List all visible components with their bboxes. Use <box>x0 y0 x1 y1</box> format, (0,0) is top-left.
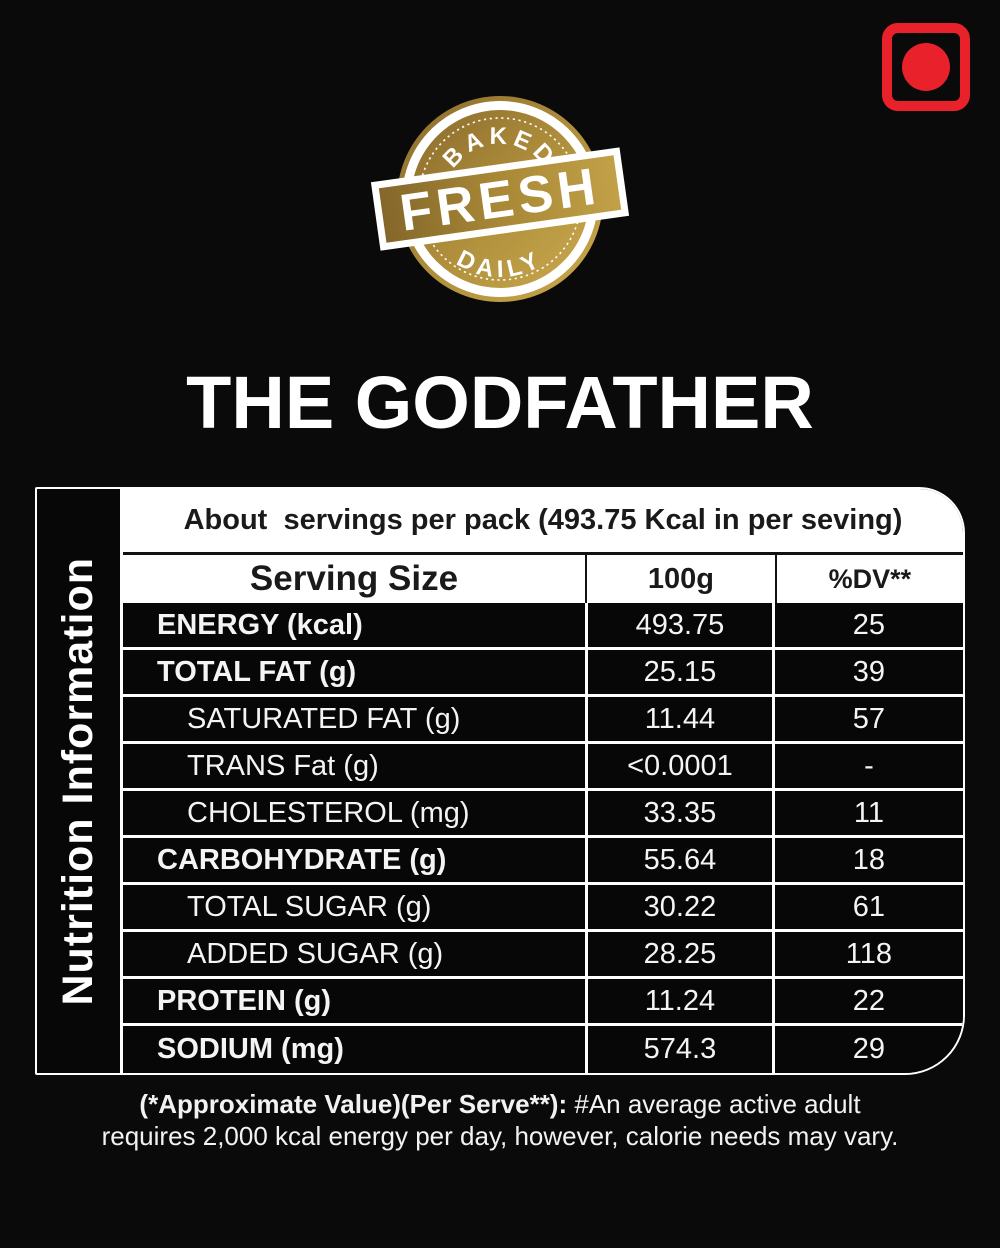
column-header-dv: %DV** <box>774 555 963 603</box>
row-value-100g: 574.3 <box>585 1026 775 1073</box>
fresh-badge: BAKED DAILY FRESH <box>370 96 630 302</box>
footnote-line2: requires 2,000 kcal energy per day, howe… <box>101 1121 899 1151</box>
row-label: TOTAL FAT (g) <box>157 655 357 688</box>
column-header-serving-size: Serving Size <box>249 559 459 598</box>
non-veg-dot <box>902 43 950 91</box>
footnote-line1: (*Approximate Value)(Per Serve**): #An a… <box>0 1088 1000 1120</box>
row-value-100g: 11.44 <box>585 697 775 741</box>
row-label: TOTAL SUGAR (g) <box>187 890 432 923</box>
servings-header: About servings per pack (493.75 Kcal in … <box>123 489 963 555</box>
nutrition-panel: Nutrition Information About servings per… <box>35 487 965 1075</box>
table-row: ENERGY (kcal) 493.75 25 <box>123 603 963 650</box>
footnote-rest: #An average active adult <box>567 1089 861 1119</box>
row-value-dv: 11 <box>853 796 884 829</box>
row-value-100g: <0.0001 <box>585 744 775 788</box>
row-label: ENERGY (kcal) <box>157 608 363 641</box>
product-title: THE GODFATHER <box>186 361 814 444</box>
row-label: CARBOHYDRATE (g) <box>157 843 447 876</box>
column-header-100g: 100g <box>585 555 775 603</box>
row-value-dv: 29 <box>852 1033 886 1065</box>
table-row: CHOLESTEROL (mg) 33.35 11 <box>123 791 963 838</box>
row-value-dv: 57 <box>852 702 886 735</box>
table-row: TRANS Fat (g) <0.0001 - <box>123 744 963 791</box>
row-value-100g: 25.15 <box>585 650 775 694</box>
nutrition-table: About servings per pack (493.75 Kcal in … <box>123 489 963 1073</box>
row-value-100g: 28.25 <box>585 932 775 976</box>
row-value-100g: 55.64 <box>585 838 775 882</box>
row-label: ADDED SUGAR (g) <box>187 937 444 970</box>
table-row: TOTAL SUGAR (g) 30.22 61 <box>123 885 963 932</box>
row-value-100g: 33.35 <box>585 791 775 835</box>
row-label: SATURATED FAT (g) <box>187 702 461 735</box>
row-label: TRANS Fat (g) <box>187 749 379 782</box>
nutrition-sidebar: Nutrition Information <box>37 489 123 1073</box>
row-value-dv: 18 <box>852 843 886 876</box>
sidebar-vertical-title: Nutrition Information <box>54 556 102 1006</box>
row-value-dv: 61 <box>852 890 886 923</box>
table-row: SODIUM (mg) 574.3 29 <box>123 1026 963 1073</box>
non-veg-icon <box>882 23 970 111</box>
table-row: ADDED SUGAR (g) 28.25 118 <box>123 932 963 979</box>
table-row: TOTAL FAT (g) 25.15 39 <box>123 650 963 697</box>
row-label: SODIUM (mg) <box>157 1033 344 1065</box>
row-value-100g: 11.24 <box>585 979 775 1023</box>
table-row: PROTEIN (g) 11.24 22 <box>123 979 963 1026</box>
nutrient-rows: ENERGY (kcal) 493.75 25 TOTAL FAT (g) 25… <box>123 603 963 1073</box>
table-row: SATURATED FAT (g) 11.44 57 <box>123 697 963 744</box>
row-label: PROTEIN (g) <box>157 984 331 1017</box>
row-value-100g: 30.22 <box>585 885 775 929</box>
table-row: CARBOHYDRATE (g) 55.64 18 <box>123 838 963 885</box>
row-value-dv: 22 <box>852 984 886 1017</box>
footnote-bold: (*Approximate Value)(Per Serve**): <box>139 1089 568 1119</box>
row-value-dv: 118 <box>845 937 893 970</box>
column-header-row: Serving Size 100g %DV** <box>123 555 963 603</box>
footnote: (*Approximate Value)(Per Serve**): #An a… <box>0 1088 1000 1152</box>
row-value-100g: 493.75 <box>585 603 775 647</box>
row-label: CHOLESTEROL (mg) <box>187 796 470 829</box>
row-value-dv: 25 <box>852 608 886 641</box>
row-value-dv: 39 <box>852 655 886 688</box>
row-value-dv: - <box>864 749 874 782</box>
